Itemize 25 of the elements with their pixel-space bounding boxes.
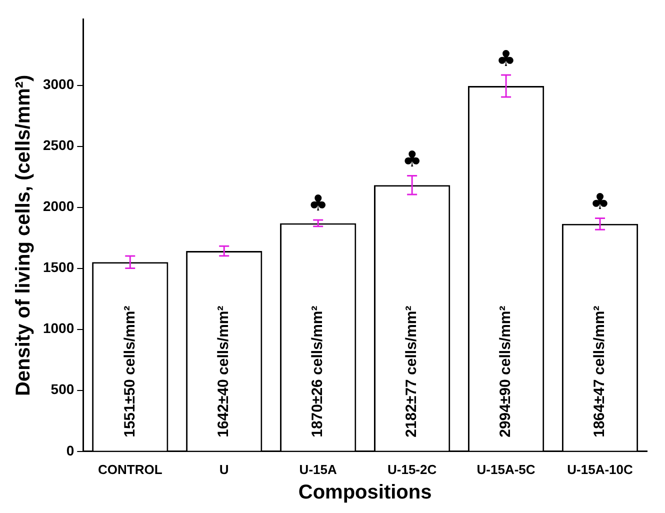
data-label: 2182±77 cells/mm² [403,306,420,438]
x-tick-label: U-15A-10C [567,462,634,477]
y-tick-label: 1500 [42,259,74,276]
x-tick-label: U [219,462,229,477]
y-axis-title: Density of living cells, (cells/mm²) [12,74,35,396]
y-tick-label: 2500 [42,137,74,154]
x-tick-label: U-15A-5C [476,462,536,477]
x-axis-title: Compositions [298,482,432,504]
y-tick-label: 0 [66,442,74,458]
x-tick-label: U-15A [299,462,338,477]
annotation: ♣ [590,190,610,215]
annotation: ♣ [402,147,422,172]
data-label: 1864±47 cells/mm² [591,306,608,438]
data-label: 1870±26 cells/mm² [309,306,326,438]
annotation: ♣ [308,192,328,217]
annotation: ♣ [496,46,516,72]
y-tick-label: 3000 [42,76,74,92]
x-tick-label: U-15-2C [388,462,438,477]
data-label: 1551±50 cells/mm² [121,306,138,438]
data-label: 1642±40 cells/mm² [215,306,232,438]
y-tick-label: 1000 [42,320,74,336]
y-tick-label: 2000 [42,198,74,214]
x-tick-label: CONTROL [98,462,162,477]
y-tick-label: 500 [50,381,74,398]
data-label: 2994±90 cells/mm² [497,306,514,438]
